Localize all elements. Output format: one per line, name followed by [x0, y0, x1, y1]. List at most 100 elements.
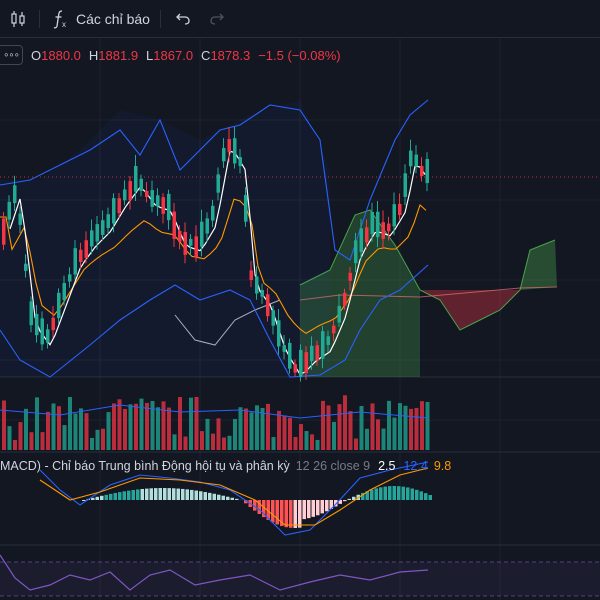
- low-value: 1867.0: [153, 47, 194, 63]
- candle-body: [293, 364, 297, 373]
- candle-body: [398, 203, 402, 216]
- undo-button[interactable]: [172, 6, 194, 32]
- macd-histogram-bar: [361, 492, 365, 500]
- volume-bar: [409, 408, 413, 450]
- volume-bar: [90, 437, 94, 450]
- volume-bar: [68, 397, 72, 450]
- macd-histogram-bar: [82, 500, 86, 501]
- volume-bar: [2, 400, 6, 450]
- macd-histogram-bar: [235, 498, 239, 500]
- candle-body: [24, 263, 28, 271]
- macd-histogram-bar: [388, 486, 392, 500]
- svg-text:x: x: [62, 20, 66, 29]
- volume-bar: [398, 403, 402, 450]
- bollinger-upper: [0, 99, 429, 261]
- macd-histogram-bar: [334, 500, 338, 507]
- macd-histogram-bar: [271, 500, 275, 523]
- volume-bar: [420, 401, 424, 450]
- macd-histogram-bar: [95, 496, 99, 500]
- candle-body: [178, 230, 182, 242]
- volume-bar: [167, 407, 171, 450]
- candle-body: [73, 248, 77, 275]
- macd-histogram-bar: [392, 486, 396, 500]
- cloud-area-up: [520, 240, 557, 290]
- volume-bar: [178, 397, 182, 450]
- volume-bar: [425, 401, 430, 450]
- candle-body: [299, 349, 303, 377]
- candle-body: [139, 178, 143, 191]
- volume-bar: [139, 398, 144, 450]
- candle-body: [365, 227, 369, 243]
- macd-histogram-bar: [145, 488, 149, 500]
- macd-histogram-bar: [266, 500, 270, 520]
- volume-bar: [172, 434, 177, 450]
- candle-body: [304, 352, 308, 374]
- chart-type-button[interactable]: [6, 6, 30, 32]
- candle-body: [233, 138, 237, 164]
- macd-line: [39, 461, 429, 536]
- candle-body: [244, 194, 248, 222]
- candle-body: [343, 292, 347, 306]
- macd-histogram-bar: [280, 500, 284, 527]
- volume-bar: [150, 401, 155, 450]
- candle-body: [183, 231, 187, 255]
- toolbar-separator: [39, 10, 40, 28]
- redo-button[interactable]: [206, 6, 228, 32]
- volume-bar: [222, 437, 226, 450]
- macd-histogram-bar: [212, 493, 216, 500]
- candle-body: [68, 274, 72, 282]
- candle-body: [84, 240, 88, 258]
- ohlc-legend: ∘∘∘ O 1880.0 H 1881.9 L 1867.0 C 1878.3 −1.5…: [0, 44, 600, 66]
- volume-bar: [79, 408, 83, 450]
- volume-bar: [332, 421, 336, 450]
- bollinger-fill: [0, 100, 330, 377]
- high-value: 1881.9: [98, 47, 139, 63]
- candle-body: [392, 204, 396, 227]
- volume-bars: [0, 395, 430, 450]
- leading-span-a: [299, 209, 556, 331]
- macd-histogram-bar: [293, 500, 297, 528]
- candle-body: [266, 294, 270, 317]
- candle-body: [370, 212, 374, 234]
- volume-bar: [161, 401, 166, 450]
- volume-bar: [227, 435, 232, 450]
- candle-body: [35, 313, 39, 336]
- volume-bar: [403, 405, 408, 450]
- macd-histogram-bar: [338, 500, 342, 504]
- macd-histogram-bar: [104, 494, 108, 500]
- volume-bar: [211, 433, 215, 450]
- macd-histogram-bar: [163, 488, 167, 500]
- volume-bar: [277, 410, 281, 450]
- macd-histogram-bar: [320, 500, 324, 514]
- volume-bar: [370, 403, 375, 450]
- volume-bar: [304, 430, 309, 450]
- volume-bar: [57, 406, 61, 450]
- volume-bar: [260, 407, 265, 450]
- macd-histogram-bar: [397, 486, 401, 500]
- macd-histogram-bar: [136, 489, 140, 500]
- volume-bar: [315, 439, 320, 450]
- low-key: L: [146, 47, 154, 63]
- macd-histogram-bar: [379, 487, 383, 500]
- macd-histogram-bar: [284, 500, 288, 528]
- candle-body: [216, 174, 220, 193]
- macd-histogram-bar: [176, 488, 180, 500]
- candle-body: [288, 342, 292, 369]
- indicators-button[interactable]: x Các chỉ báo: [52, 6, 150, 32]
- volume-bar: [293, 437, 298, 450]
- macd-histogram-bar: [424, 493, 428, 500]
- volume-bar: [354, 438, 358, 450]
- macd-histogram-bar: [109, 493, 113, 500]
- candle-body: [40, 318, 44, 345]
- open-value: 1880.0: [41, 47, 81, 63]
- macd-line-value: 12.4: [403, 459, 428, 473]
- volume-bar: [310, 434, 314, 450]
- more-icon[interactable]: ∘∘∘: [0, 45, 23, 65]
- volume-bar: [365, 428, 369, 450]
- candle-body: [348, 272, 352, 281]
- cloud-area-down: [420, 290, 520, 330]
- candle-body: [414, 154, 418, 167]
- fx-icon: x: [53, 10, 66, 29]
- volume-bar: [183, 436, 188, 450]
